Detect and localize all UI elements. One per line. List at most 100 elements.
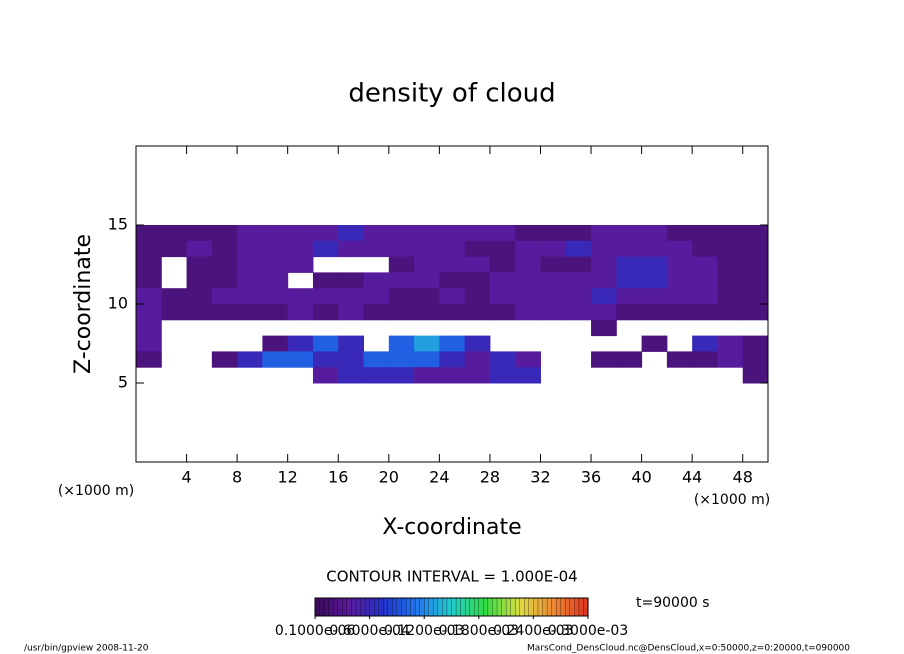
colorbar-label: 0.1200e-03	[384, 623, 464, 639]
colorbar-swatch	[546, 597, 553, 617]
heat-cell	[692, 351, 718, 368]
heat-cell	[136, 319, 162, 337]
heat-cell	[439, 225, 466, 242]
heat-cell	[717, 304, 744, 321]
heat-cell	[591, 319, 617, 337]
colorbar-swatch	[524, 597, 530, 617]
heat-cell	[338, 288, 365, 305]
heat-cell	[489, 288, 516, 305]
colorbar-label: 0.2400e-03	[493, 623, 573, 639]
heat-cell	[287, 288, 314, 305]
heat-cell	[515, 288, 541, 305]
colorbar-swatch	[505, 597, 512, 617]
heat-cell	[388, 288, 415, 305]
heat-cell	[591, 288, 617, 305]
colorbar-swatch	[351, 597, 357, 617]
colorbar-swatch	[323, 597, 330, 617]
colorbar-swatch	[469, 597, 475, 617]
colorbar-swatch	[528, 597, 534, 617]
heat-cell	[211, 272, 238, 289]
heat-cell	[464, 240, 491, 258]
heat-cell	[717, 225, 744, 242]
colorbar-swatch	[342, 597, 348, 617]
x-unit-right: (×1000 m)	[694, 492, 770, 508]
chart-title: density of cloud	[348, 79, 555, 109]
colorbar-swatch	[414, 597, 421, 617]
heat-cell	[211, 256, 238, 273]
colorbar-swatch	[424, 597, 430, 617]
heat-cell	[287, 351, 314, 368]
heat-cell	[363, 225, 390, 242]
heat-cell	[237, 272, 263, 289]
heat-cell	[161, 288, 188, 305]
heat-cell	[363, 288, 390, 305]
heat-cell	[666, 272, 693, 289]
heat-cell	[136, 304, 162, 321]
heat-cell	[591, 304, 617, 321]
heat-cell	[414, 335, 440, 352]
heat-cell	[312, 335, 339, 352]
x-tick-label: 4	[181, 468, 191, 487]
heat-cell	[388, 335, 415, 352]
heat-cell	[489, 304, 516, 321]
heat-cell	[388, 256, 415, 273]
heat-cell	[262, 351, 289, 368]
heat-cell	[388, 304, 415, 321]
heat-cell	[237, 256, 263, 273]
heat-cell	[136, 225, 162, 242]
heat-cell	[540, 272, 567, 289]
colorbar-swatch	[333, 597, 339, 617]
colorbar-swatch	[373, 597, 380, 617]
colorbar-swatch	[360, 597, 366, 617]
heat-cell	[616, 240, 643, 258]
contour-interval: CONTOUR INTERVAL = 1.000E-04	[326, 568, 577, 586]
x-tick-label: 16	[328, 468, 348, 487]
heat-cell	[540, 240, 567, 258]
heat-cell	[565, 225, 592, 242]
colorbar-label: 0.1000e-06	[275, 623, 356, 639]
colorbar-swatch	[446, 597, 453, 617]
colorbar-swatch	[328, 597, 334, 617]
heat-cell	[312, 272, 339, 289]
heat-cell	[666, 351, 693, 368]
heat-cell	[414, 288, 440, 305]
heat-cell	[211, 304, 238, 321]
heat-cell	[439, 256, 466, 273]
heat-cell	[692, 240, 718, 258]
colorbar-swatch	[578, 597, 585, 617]
x-axis-label: X-coordinate	[382, 515, 521, 540]
colorbar-swatch	[492, 597, 498, 617]
heat-cell	[388, 351, 415, 368]
heat-cell	[439, 367, 466, 384]
heat-cell	[237, 351, 263, 368]
heat-cell	[186, 304, 213, 321]
x-tick-label: 48	[733, 468, 753, 487]
colorbar-swatch	[405, 597, 412, 617]
colorbar-swatch	[542, 597, 548, 617]
colorbar-frame	[314, 597, 589, 617]
heat-cell	[565, 304, 592, 321]
x-tick-label: 40	[631, 468, 651, 487]
heat-cell	[540, 256, 567, 273]
heat-cell	[338, 240, 365, 258]
heat-cell	[464, 335, 491, 352]
heat-cell	[515, 256, 541, 273]
heat-cell	[742, 288, 769, 305]
colorbar-swatch	[346, 597, 352, 617]
heat-cell	[742, 367, 769, 384]
heat-cell	[388, 272, 415, 289]
heat-cell	[388, 367, 415, 384]
colorbar-swatch	[510, 597, 516, 617]
heat-cell	[312, 367, 339, 384]
colorbar-swatch	[355, 597, 362, 617]
x-tick-label: 12	[278, 468, 298, 487]
colorbar-label: 0.1800e-03	[439, 623, 519, 639]
heat-cell	[692, 256, 718, 273]
heat-cell	[565, 256, 592, 273]
heat-cell	[692, 272, 718, 289]
colorbar-swatch	[483, 597, 489, 617]
colorbar-label: 0.6000e-04	[329, 623, 410, 639]
heat-cell	[616, 272, 643, 289]
heat-cell	[641, 225, 668, 242]
heat-cell	[464, 304, 491, 321]
